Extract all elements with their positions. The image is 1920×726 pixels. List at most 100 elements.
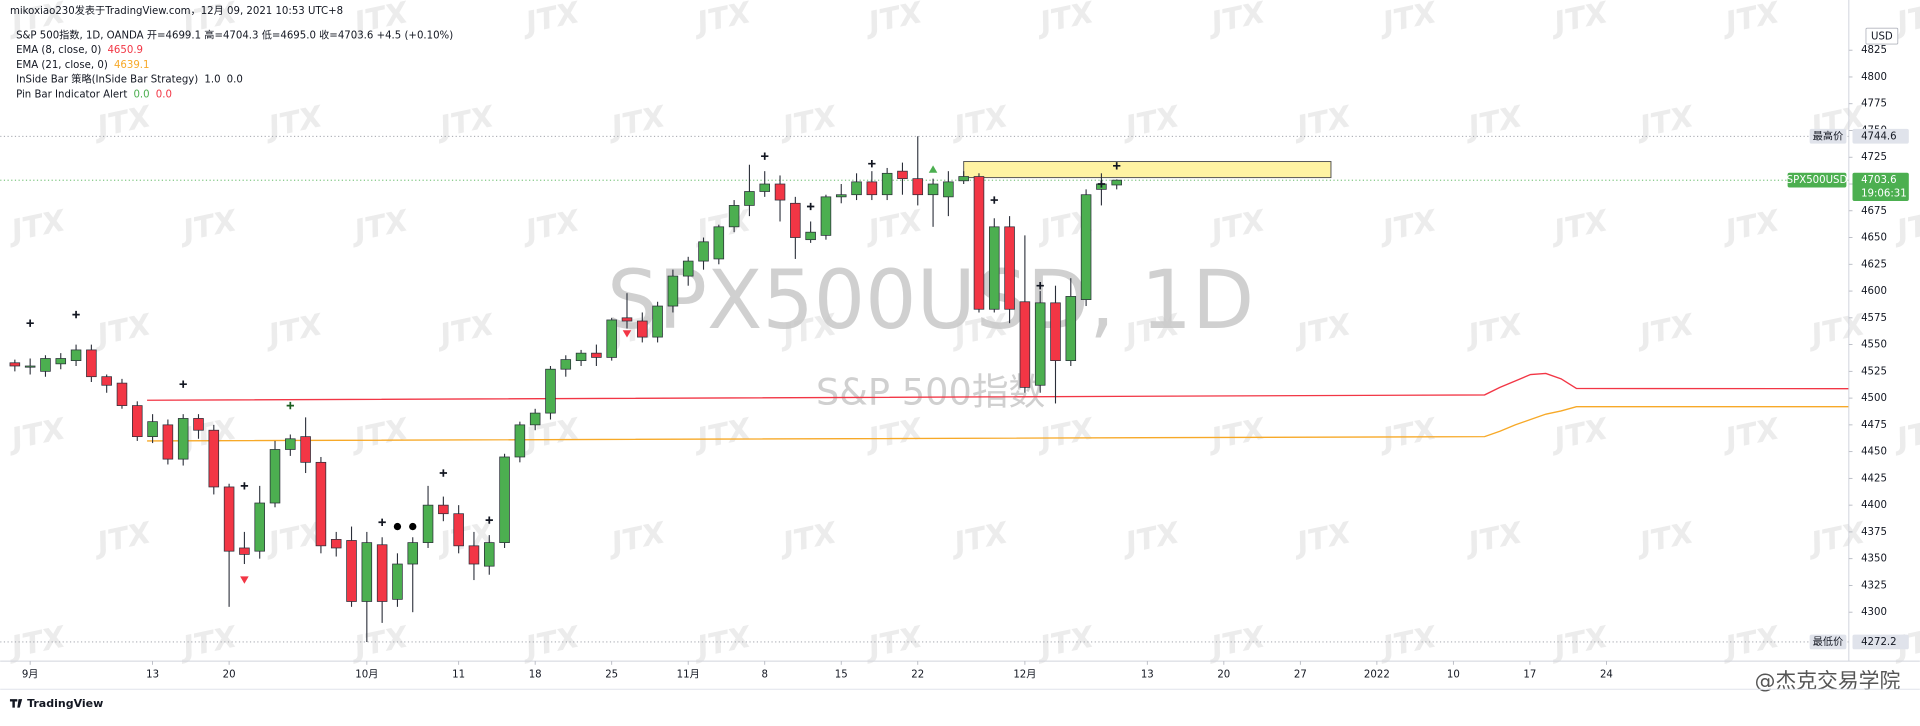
candle-body: [300, 436, 311, 463]
candle-body: [1111, 179, 1122, 186]
price-value: 4703.6: [1861, 175, 1897, 186]
triangle-marker: [928, 165, 938, 173]
legend-name: EMA (21, close, 0): [16, 60, 108, 71]
candle-body: [239, 547, 250, 555]
cross-marker: [485, 516, 493, 524]
cross-marker: [990, 196, 998, 204]
candle-body: [193, 418, 204, 431]
y-tick-label: 4475: [1861, 420, 1887, 431]
indicator-name: Pin Bar Indicator Alert: [16, 89, 127, 100]
candle-body: [116, 382, 128, 406]
candle-body: [177, 418, 189, 460]
cross-marker: [1097, 180, 1106, 188]
y-tick-label: 4525: [1861, 366, 1887, 377]
price-label-badge: [1787, 172, 1847, 188]
candle-body: [438, 504, 449, 515]
candle-body: [820, 196, 832, 236]
dot-marker: [409, 522, 417, 531]
triangle-marker: [622, 330, 632, 338]
candle-body: [40, 358, 51, 372]
candle-body: [1080, 194, 1092, 300]
candle-body: [897, 170, 908, 180]
cross-marker: [240, 482, 249, 490]
candle-body: [254, 502, 265, 552]
x-tick-label: 11月: [677, 669, 700, 681]
candle-body: [682, 260, 694, 277]
candle-body: [361, 542, 373, 602]
legend-name: EMA (8, close, 0): [16, 45, 101, 56]
indicator-entry: InSide Bar 策略(InSide Bar Strategy) 1.0 0.0: [16, 73, 243, 86]
candle-body: [866, 181, 878, 196]
x-tick-label: 18: [529, 670, 542, 681]
candle-body: [958, 176, 969, 182]
candle-body: [713, 226, 725, 260]
candle-body: [499, 456, 510, 543]
candle-body: [637, 320, 648, 338]
y-tick-label: 4500: [1861, 393, 1887, 404]
candle-body: [652, 305, 663, 338]
y-tick-label: 4425: [1861, 473, 1887, 484]
candle-body: [223, 486, 235, 552]
candle-body: [24, 365, 36, 368]
price-label-badge: [1809, 128, 1847, 144]
candle-body: [728, 205, 740, 228]
x-tick-label: 13: [146, 670, 159, 681]
candle-body: [560, 359, 572, 370]
highlight-zone: [963, 161, 1332, 179]
currency: USD: [1871, 32, 1893, 43]
x-tick-label: 8: [761, 670, 767, 681]
x-tick-label: 12月: [1013, 669, 1036, 681]
symbol-watermark: SPX500USD, 1D: [607, 254, 1254, 348]
candle-body: [881, 172, 893, 196]
price-value-badge: [1852, 634, 1909, 650]
candle-body: [285, 438, 296, 450]
cross-marker: [378, 518, 386, 526]
candle-body: [330, 539, 342, 549]
candle-body: [101, 376, 112, 386]
y-tick-label: 4625: [1861, 259, 1887, 270]
candle-body: [208, 429, 220, 488]
candle-body: [943, 181, 954, 198]
indicator-value: 0.0: [156, 89, 172, 100]
cross-marker: [1036, 282, 1044, 290]
tradingview-icon: [9, 699, 23, 708]
y-tick-label: 4600: [1861, 286, 1887, 297]
candle-body: [851, 181, 862, 196]
candle-body: [1050, 302, 1061, 362]
x-tick-label: 17: [1523, 670, 1536, 681]
y-tick-label: 4400: [1861, 500, 1887, 511]
legend: EMA (8, close, 0) 4650.9 EMA (21, close, 0…: [16, 45, 243, 100]
candle-body: [529, 412, 541, 426]
candle-body: [483, 542, 495, 567]
cross-marker: [868, 159, 876, 168]
candle-body: [422, 504, 434, 543]
x-tick-label: 10月: [355, 669, 378, 681]
candle-body: [392, 563, 403, 600]
candle-body: [132, 405, 143, 438]
candle-body: [1019, 301, 1031, 388]
x-tick-label: 20: [1217, 670, 1230, 681]
candle-body: [315, 461, 327, 547]
y-tick-label: 4575: [1861, 313, 1887, 324]
legend-value: 4639.1: [114, 60, 150, 71]
price-label: 最高价: [1813, 129, 1843, 142]
candle-body: [835, 194, 847, 198]
candle-body: [147, 421, 158, 438]
legend-entry: EMA (8, close, 0) 4650.9: [16, 45, 143, 56]
x-tick-label: 13: [1141, 670, 1154, 681]
price-value: 4272.2: [1861, 637, 1897, 648]
cross-marker: [1113, 162, 1121, 170]
candle-body: [927, 183, 939, 196]
tradingview-logo: TradingView: [27, 697, 103, 710]
x-tick-label: 11: [452, 670, 465, 681]
candle-body: [468, 545, 480, 565]
price-label-badge: [1809, 634, 1847, 650]
candle-body: [514, 424, 526, 458]
candle-body: [269, 449, 281, 504]
candle-body: [575, 352, 587, 362]
cross-marker: [806, 202, 815, 211]
y-tick-label: 4675: [1861, 206, 1887, 217]
candle-body: [774, 183, 786, 201]
candle-body: [9, 362, 21, 367]
